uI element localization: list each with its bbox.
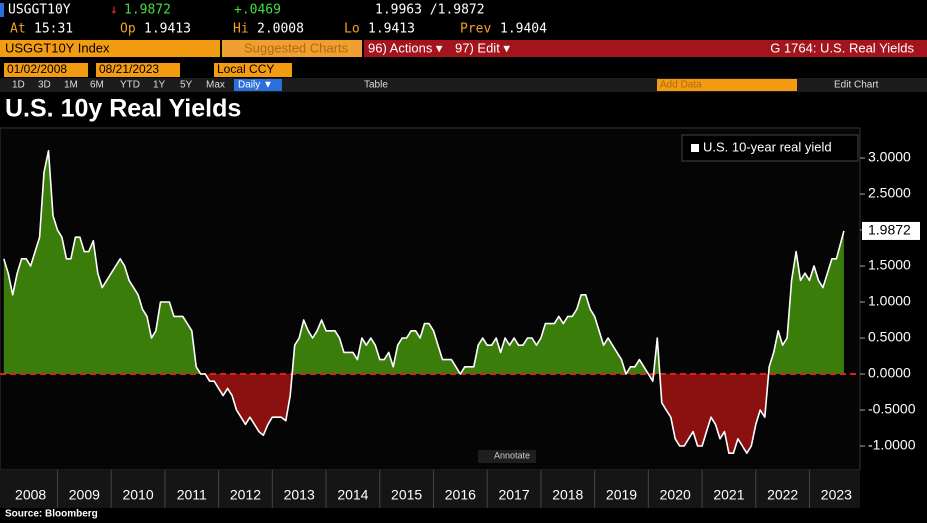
y-tick-label: 1.5000: [868, 257, 911, 273]
range-button[interactable]: 5Y: [180, 80, 193, 91]
source: Source: Bloomberg: [5, 509, 98, 520]
add-data: Add Data: [660, 80, 702, 91]
menu-bar: [364, 40, 927, 57]
add-data-box[interactable]: [657, 79, 797, 91]
security-box[interactable]: [0, 40, 220, 57]
series-line: [3, 150, 845, 454]
suggested-box[interactable]: [222, 40, 362, 57]
range-button[interactable]: YTD: [120, 80, 140, 91]
x-tick-label: 2014: [337, 487, 368, 503]
marker: [0, 3, 4, 17]
freq-box[interactable]: [234, 79, 282, 91]
end-box[interactable]: [96, 63, 180, 77]
chart-id: G 1764: U.S. Real Yields: [770, 40, 914, 55]
stat-label: Lo: [344, 22, 360, 37]
x-tick-label: 2018: [552, 487, 583, 503]
change: +.0469: [234, 3, 281, 18]
chart-title: U.S. 10y Real Yields: [5, 95, 241, 123]
range-button[interactable]: 3D: [38, 80, 51, 91]
stat-value: 2.0008: [257, 22, 304, 37]
frequency: Daily ▼: [238, 80, 273, 91]
security: USGGT10Y Index: [5, 40, 110, 55]
annotate-box[interactable]: [478, 450, 536, 463]
legend: [681, 134, 859, 162]
stat-value: 1.9413: [368, 22, 415, 37]
x-tick-label: 2009: [69, 487, 100, 503]
actions[interactable]: 96) Actions ▾: [368, 40, 443, 55]
area-below: [3, 374, 844, 454]
edit-chart[interactable]: Edit Chart: [834, 80, 879, 91]
x-tick-label: 2015: [391, 487, 422, 503]
x-tick-label: 2012: [230, 487, 261, 503]
legend-label: U.S. 10-year real yield: [703, 139, 832, 154]
x-tick-label: 2017: [498, 487, 529, 503]
range-button[interactable]: 6M: [90, 80, 104, 91]
range-button[interactable]: Max: [206, 80, 225, 91]
x-tick-label: 2008: [15, 487, 46, 503]
y-tick-label: 0.0000: [868, 365, 911, 381]
stat-label: At: [10, 22, 26, 37]
x-tick-label: 2013: [284, 487, 315, 503]
x-tick-label: 2011: [177, 487, 207, 503]
y-tick-label: 1.0000: [868, 293, 911, 309]
last-value-label: 1.9872: [868, 222, 911, 238]
x-tick-label: 2022: [767, 487, 798, 503]
x-tick-label: 2010: [122, 487, 153, 503]
edit[interactable]: 97) Edit ▾: [455, 40, 510, 55]
y-tick-label: 3.0000: [868, 149, 911, 165]
y-tick-label: 2.5000: [868, 185, 911, 201]
range-button[interactable]: 1M: [64, 80, 78, 91]
table-button[interactable]: Table: [364, 80, 388, 91]
range-button[interactable]: 1Y: [153, 80, 166, 91]
x-tick-label: 2021: [713, 487, 744, 503]
annotate: Annotate: [494, 450, 530, 460]
suggested: Suggested Charts: [244, 40, 349, 55]
x-tick-label: 2019: [606, 487, 637, 503]
stat-label: Prev: [460, 22, 491, 37]
last-value-box: [862, 221, 920, 240]
x-tick-label: 2020: [660, 487, 691, 503]
stat-value: 1.9413: [144, 22, 191, 37]
start-date: 01/02/2008: [7, 62, 67, 76]
currency: Local CCY: [217, 62, 274, 76]
stat-label: Hi: [233, 22, 249, 37]
stat-value: 15:31: [34, 22, 73, 37]
x-tick-label: 2016: [445, 487, 476, 503]
end-date: 08/21/2023: [99, 62, 159, 76]
y-tick-label: -1.0000: [868, 437, 916, 453]
y-tick-label: -0.5000: [868, 401, 916, 417]
last-price: 1.9872: [124, 3, 171, 18]
ticker: USGGT10Y: [8, 3, 71, 18]
stat-label: Op: [120, 22, 136, 37]
ccy-box[interactable]: [214, 63, 292, 77]
y-tick-label: 0.5000: [868, 329, 911, 345]
area-above: [3, 150, 844, 375]
bid-ask: 1.9963 /1.9872: [375, 3, 485, 18]
start-box[interactable]: [4, 63, 88, 77]
x-tick-label: 2023: [821, 487, 852, 503]
arrow: ↓: [110, 3, 118, 18]
range-button[interactable]: 1D: [12, 80, 25, 91]
stat-value: 1.9404: [500, 22, 547, 37]
x-axis-band: [0, 470, 860, 508]
legend-swatch: [691, 144, 699, 152]
